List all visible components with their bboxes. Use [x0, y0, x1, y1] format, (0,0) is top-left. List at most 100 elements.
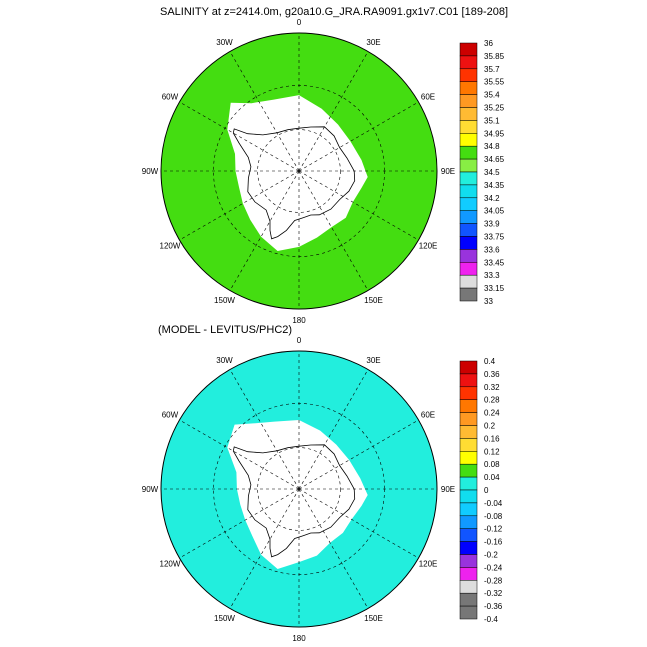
salinity-colorbar-label: 33.9: [484, 220, 500, 229]
difference-meridian: [229, 488, 300, 609]
salinity-colorbar-swatch: [459, 42, 478, 57]
salinity-map-border: [160, 32, 438, 310]
salinity-longitude-label: 90W: [142, 167, 159, 176]
difference-colorbar-label: 0.36: [484, 370, 500, 379]
difference-colorbar-swatch: [459, 580, 478, 594]
salinity-colorbar-label: 34.95: [484, 129, 505, 138]
top-map-title: SALINITY at z=2414.0m, g20a10.G_JRA.RA90…: [160, 6, 509, 18]
salinity-colorbar-label: 34.05: [484, 207, 505, 216]
salinity-colorbar-swatch: [459, 197, 478, 211]
difference-colorbar-label: -0.4: [484, 615, 498, 624]
difference-colorbar-label: -0.16: [484, 538, 503, 547]
difference-colorbar-label: 0.24: [484, 409, 500, 418]
difference-colorbar-label: 0.08: [484, 460, 500, 469]
difference-colorbar-label: -0.32: [484, 589, 503, 598]
difference-colorbar-swatch: [459, 541, 478, 555]
difference-longitude-label: 150W: [214, 614, 235, 623]
difference-colorbar-swatch: [459, 412, 478, 426]
salinity-meridian: [298, 170, 419, 241]
salinity-colorbar-label: 36: [484, 39, 493, 48]
difference-colorbar-swatch: [459, 373, 478, 388]
difference-colorbar-label: -0.28: [484, 576, 503, 585]
difference-colorbar-swatch: [459, 502, 478, 517]
difference-meridian: [179, 488, 300, 559]
difference-colorbar-label: 0.4: [484, 357, 496, 366]
salinity-meridian: [229, 51, 300, 172]
salinity-longitude-label: 90E: [441, 167, 455, 176]
salinity-meridian: [179, 170, 300, 241]
salinity-colorbar-swatch: [459, 274, 478, 289]
salinity-meridian: [298, 51, 369, 172]
salinity-longitude-label: 120W: [160, 242, 181, 251]
salinity-colorbar-swatch: [459, 249, 478, 263]
difference-longitude-label: 30W: [216, 356, 233, 365]
salinity-antarctica-outline: [232, 126, 356, 240]
salinity-colorbar-swatch: [459, 210, 478, 224]
salinity-meridian: [298, 101, 419, 172]
bottom-map-title: (MODEL - LEVITUS/PHC2): [158, 324, 293, 336]
salinity-colorbar-swatch: [459, 223, 478, 237]
difference-longitude-label: 150E: [364, 614, 383, 623]
difference-longitude-label: 90W: [142, 485, 159, 494]
difference-colorbar: 0.4 0.36 0.32 0.28 0.24 0.2 0.16 0.12 0.08 0.04 0 -…: [459, 357, 503, 624]
difference-colorbar-label: 0.32: [484, 383, 500, 392]
salinity-colorbar-swatch: [459, 184, 478, 199]
salinity-longitude-label: 180: [292, 316, 306, 325]
difference-colorbar-swatch: [459, 425, 478, 439]
difference-polar-map: 0 30E 60E 90E 120E 150E 180 150W 120W 90W 60W 30W: [142, 336, 455, 643]
difference-colorbar-label: 0.16: [484, 434, 500, 443]
difference-colorbar-swatch: [459, 463, 478, 478]
salinity-colorbar-swatch: [459, 81, 478, 95]
salinity-colorbar-label: 35.85: [484, 52, 505, 61]
salinity-longitude-label: 60E: [421, 93, 435, 102]
salinity-colorbar-swatch: [459, 145, 478, 160]
difference-colorbar-swatch: [459, 592, 478, 607]
salinity-longitude-label: 60W: [162, 93, 179, 102]
difference-colorbar-swatch: [459, 386, 478, 400]
salinity-meridian: [229, 170, 300, 291]
salinity-colorbar-label: 35.7: [484, 65, 500, 74]
salinity-colorbar-label: 34.5: [484, 168, 500, 177]
salinity-colorbar-swatch: [459, 55, 478, 70]
difference-meridian: [298, 369, 369, 490]
difference-colorbar-swatch: [459, 605, 478, 620]
salinity-colorbar-swatch: [459, 171, 478, 186]
difference-colorbar-label: -0.24: [484, 563, 503, 572]
difference-longitude-label: 120W: [160, 560, 181, 569]
difference-longitude-label: 60E: [421, 411, 435, 420]
salinity-longitude-label: 150W: [214, 296, 235, 305]
salinity-colorbar-swatch: [459, 158, 478, 173]
salinity-colorbar-swatch: [459, 107, 478, 121]
difference-longitude-label: 0: [297, 336, 302, 345]
salinity-colorbar-label: 33.45: [484, 258, 505, 267]
salinity-colorbar: 36 35.85 35.7 35.55 35.4 35.25 35.1 34.95 34.8 34…: [459, 39, 505, 306]
difference-meridian: [229, 369, 300, 490]
difference-colorbar-label: 0.28: [484, 396, 500, 405]
salinity-meridian: [179, 101, 300, 172]
salinity-latitude-circle: [257, 129, 341, 213]
salinity-colorbar-label: 33.75: [484, 233, 505, 242]
difference-colorbar-label: -0.2: [484, 551, 498, 560]
difference-colorbar-swatch: [459, 515, 478, 529]
salinity-meridian: [298, 170, 369, 291]
salinity-colorbar-swatch: [459, 262, 478, 276]
salinity-longitude-label: 30E: [366, 38, 380, 47]
difference-colorbar-label: -0.36: [484, 602, 503, 611]
difference-longitude-label: 120E: [419, 560, 438, 569]
difference-meridian: [179, 419, 300, 490]
salinity-colorbar-swatch: [459, 236, 478, 250]
difference-colorbar-label: 0.12: [484, 447, 500, 456]
difference-colorbar-swatch: [459, 567, 478, 581]
difference-longitude-label: 180: [292, 634, 306, 643]
salinity-colorbar-label: 33: [484, 297, 493, 306]
salinity-polar-map: 0 30E 60E 90E 120E 150E 180 150W 120W 90W 60W 30W: [142, 18, 455, 325]
difference-colorbar-swatch: [459, 399, 478, 413]
difference-map-border: [160, 350, 438, 628]
salinity-colorbar-label: 34.65: [484, 155, 505, 164]
difference-colorbar-label: 0: [484, 486, 489, 495]
difference-meridian: [298, 488, 419, 559]
salinity-colorbar-label: 34.2: [484, 194, 500, 203]
salinity-colorbar-label: 35.4: [484, 91, 500, 100]
salinity-colorbar-label: 34.8: [484, 142, 500, 151]
